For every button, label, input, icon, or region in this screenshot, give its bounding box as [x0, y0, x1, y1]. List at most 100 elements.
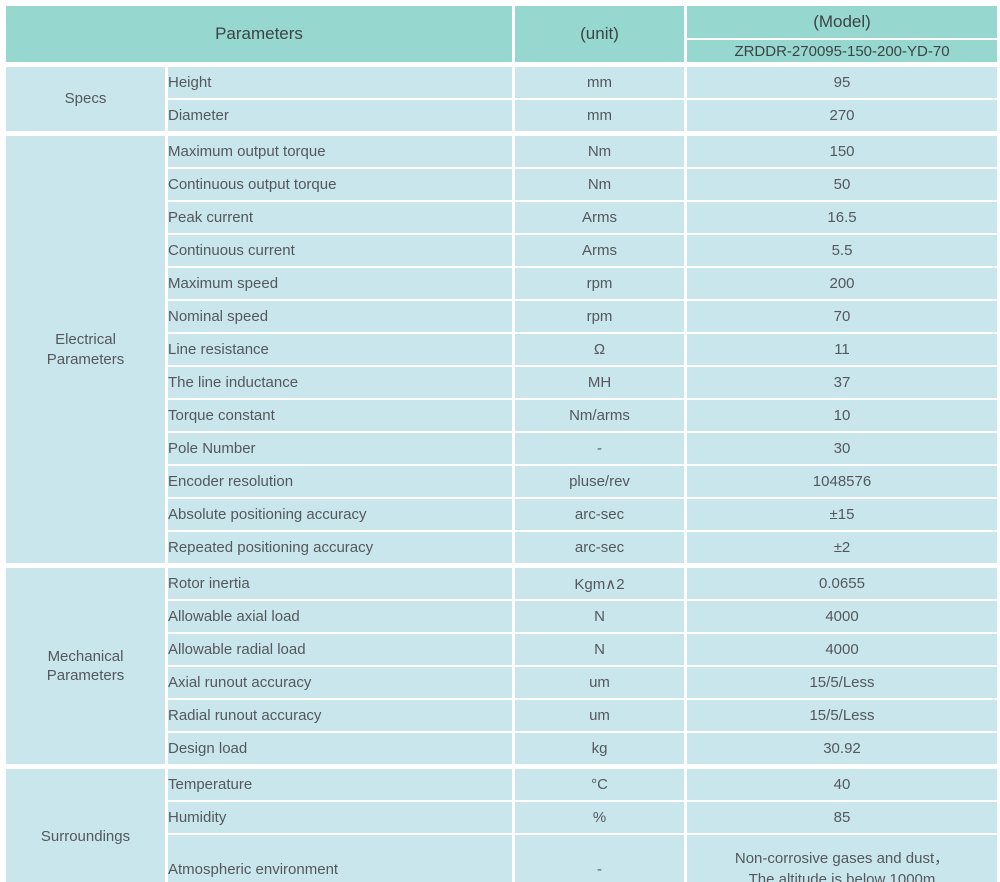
- table-row: Design load kg 30.92: [5, 731, 1000, 768]
- section-label-electrical: Electrical Parameters: [3, 131, 168, 567]
- unit-cell: Arms: [512, 233, 687, 268]
- header-unit: (unit): [512, 3, 687, 66]
- param-cell: Nominal speed: [165, 299, 515, 334]
- table-row: Maximum speed rpm 200: [5, 266, 1000, 301]
- table-row: Specs Height mm 95: [3, 62, 1000, 135]
- unit-cell: arc-sec: [512, 530, 687, 567]
- unit-cell: Ω: [512, 332, 687, 367]
- value-cell: Non-corrosive gases and dust， The altitu…: [684, 833, 1000, 882]
- table-row: Diameter mm 270: [5, 98, 1000, 135]
- unit-cell: um: [512, 665, 687, 700]
- value-cell: 15/5/Less: [684, 698, 1000, 733]
- table-row: The line inductance MH 37: [5, 365, 1000, 400]
- value-cell: 4000: [684, 599, 1000, 634]
- table-row: Allowable radial load N 4000: [5, 632, 1000, 667]
- table-row: Atmospheric environment - Non-corrosive …: [5, 833, 1000, 882]
- unit-cell: rpm: [512, 299, 687, 334]
- value-cell: 200: [684, 266, 1000, 301]
- value-cell: 30.92: [684, 731, 1000, 768]
- value-cell: 270: [684, 98, 1000, 135]
- table-row: Repeated positioning accuracy arc-sec ±2: [5, 530, 1000, 567]
- unit-cell: Nm/arms: [512, 398, 687, 433]
- unit-cell: mm: [512, 62, 687, 100]
- param-cell: Maximum speed: [165, 266, 515, 301]
- value-cell: 15/5/Less: [684, 665, 1000, 700]
- param-cell: Radial runout accuracy: [165, 698, 515, 733]
- section-label-specs: Specs: [3, 62, 168, 135]
- value-cell: 30: [684, 431, 1000, 466]
- table-row: Mechanical Parameters Rotor inertia Kgm∧…: [3, 563, 1000, 768]
- unit-cell: -: [512, 833, 687, 882]
- param-cell: Continuous current: [165, 233, 515, 268]
- value-cell: 10: [684, 398, 1000, 433]
- param-cell: Allowable radial load: [165, 632, 515, 667]
- section-label-text: Mechanical Parameters: [46, 647, 125, 685]
- unit-cell: MH: [512, 365, 687, 400]
- param-cell: Absolute positioning accuracy: [165, 497, 515, 532]
- param-cell: Height: [165, 62, 515, 100]
- table-body: Specs Height mm 95 Diameter mm 270 Elect…: [3, 62, 1000, 882]
- unit-cell: N: [512, 599, 687, 634]
- table-row: Torque constant Nm/arms 10: [5, 398, 1000, 433]
- param-cell: Repeated positioning accuracy: [165, 530, 515, 567]
- header-row: Parameters (unit) (Model): [3, 3, 1000, 66]
- param-cell: The line inductance: [165, 365, 515, 400]
- value-cell: 1048576: [684, 464, 1000, 499]
- header-model: (Model): [684, 3, 1000, 40]
- unit-cell: °C: [512, 764, 687, 802]
- param-cell: Diameter: [165, 98, 515, 135]
- param-cell: Peak current: [165, 200, 515, 235]
- value-cell: 40: [684, 764, 1000, 802]
- unit-cell: um: [512, 698, 687, 733]
- header-model-row: ZRDDR-270095-150-200-YD-70: [5, 38, 1000, 66]
- section-label-mechanical: Mechanical Parameters: [3, 563, 168, 768]
- param-cell: Torque constant: [165, 398, 515, 433]
- unit-cell: kg: [512, 731, 687, 768]
- param-cell: Encoder resolution: [165, 464, 515, 499]
- param-cell: Axial runout accuracy: [165, 665, 515, 700]
- table-row: Radial runout accuracy um 15/5/Less: [5, 698, 1000, 733]
- section-label-text: Specs: [64, 90, 107, 108]
- table-row: Peak current Arms 16.5: [5, 200, 1000, 235]
- value-cell: 0.0655: [684, 563, 1000, 601]
- value-cell: 95: [684, 62, 1000, 100]
- table-row: Continuous current Arms 5.5: [5, 233, 1000, 268]
- value-cell: 150: [684, 131, 1000, 169]
- table-row: Electrical Parameters Maximum output tor…: [3, 131, 1000, 567]
- value-cell: 11: [684, 332, 1000, 367]
- param-cell: Humidity: [165, 800, 515, 835]
- unit-cell: rpm: [512, 266, 687, 301]
- unit-cell: Arms: [512, 200, 687, 235]
- param-cell: Pole Number: [165, 431, 515, 466]
- header-parameters: Parameters: [3, 3, 515, 66]
- table-row: Surroundings Temperature °C 40: [3, 764, 1000, 882]
- unit-cell: mm: [512, 98, 687, 135]
- value-cell: ±2: [684, 530, 1000, 567]
- unit-cell: Kgm∧2: [512, 563, 687, 601]
- param-cell: Design load: [165, 731, 515, 768]
- value-cell: 37: [684, 365, 1000, 400]
- unit-cell: -: [512, 431, 687, 466]
- spec-table: Parameters (unit) (Model) ZRDDR-270095-1…: [3, 3, 1000, 882]
- param-cell: Maximum output torque: [165, 131, 515, 169]
- param-cell: Continuous output torque: [165, 167, 515, 202]
- table-row: Humidity % 85: [5, 800, 1000, 835]
- table-header: Parameters (unit) (Model) ZRDDR-270095-1…: [3, 3, 1000, 66]
- unit-cell: %: [512, 800, 687, 835]
- param-cell: Temperature: [165, 764, 515, 802]
- unit-cell: Nm: [512, 131, 687, 169]
- table-row: Absolute positioning accuracy arc-sec ±1…: [5, 497, 1000, 532]
- table-row: Continuous output torque Nm 50: [5, 167, 1000, 202]
- value-cell: 4000: [684, 632, 1000, 667]
- unit-cell: N: [512, 632, 687, 667]
- table-row: Pole Number - 30: [5, 431, 1000, 466]
- param-cell: Line resistance: [165, 332, 515, 367]
- section-label-text: Electrical Parameters: [46, 331, 125, 368]
- param-cell: Allowable axial load: [165, 599, 515, 634]
- value-cell: 85: [684, 800, 1000, 835]
- value-cell: ±15: [684, 497, 1000, 532]
- unit-cell: Nm: [512, 167, 687, 202]
- table-row: Line resistance Ω 11: [5, 332, 1000, 367]
- table-row: Encoder resolution pluse/rev 1048576: [5, 464, 1000, 499]
